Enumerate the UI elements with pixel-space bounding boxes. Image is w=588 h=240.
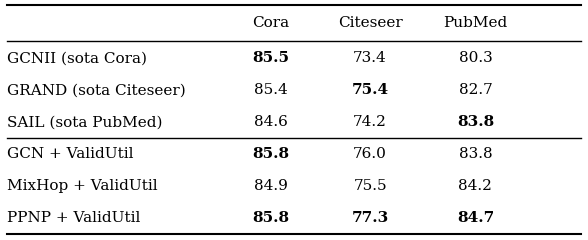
Text: GRAND (sota Citeseer): GRAND (sota Citeseer) (7, 83, 186, 97)
Text: 83.8: 83.8 (457, 115, 494, 129)
Text: GCNII (sota Cora): GCNII (sota Cora) (7, 51, 147, 65)
Text: 80.3: 80.3 (459, 51, 492, 65)
Text: 84.2: 84.2 (459, 180, 492, 193)
Text: 77.3: 77.3 (352, 211, 389, 225)
Text: PubMed: PubMed (443, 16, 507, 30)
Text: PPNP + ValidUtil: PPNP + ValidUtil (7, 211, 141, 225)
Text: 76.0: 76.0 (353, 147, 387, 161)
Text: 82.7: 82.7 (459, 83, 492, 97)
Text: SAIL (sota PubMed): SAIL (sota PubMed) (7, 115, 163, 129)
Text: 83.8: 83.8 (459, 147, 492, 161)
Text: 84.9: 84.9 (253, 180, 288, 193)
Text: 75.5: 75.5 (353, 180, 387, 193)
Text: 73.4: 73.4 (353, 51, 387, 65)
Text: 74.2: 74.2 (353, 115, 387, 129)
Text: 84.6: 84.6 (253, 115, 288, 129)
Text: 85.5: 85.5 (252, 51, 289, 65)
Text: Cora: Cora (252, 16, 289, 30)
Text: 75.4: 75.4 (352, 83, 389, 97)
Text: 85.8: 85.8 (252, 147, 289, 161)
Text: 85.8: 85.8 (252, 211, 289, 225)
Text: Citeseer: Citeseer (338, 16, 402, 30)
Text: GCN + ValidUtil: GCN + ValidUtil (7, 147, 133, 161)
Text: MixHop + ValidUtil: MixHop + ValidUtil (7, 180, 158, 193)
Text: 84.7: 84.7 (457, 211, 494, 225)
Text: 85.4: 85.4 (253, 83, 288, 97)
